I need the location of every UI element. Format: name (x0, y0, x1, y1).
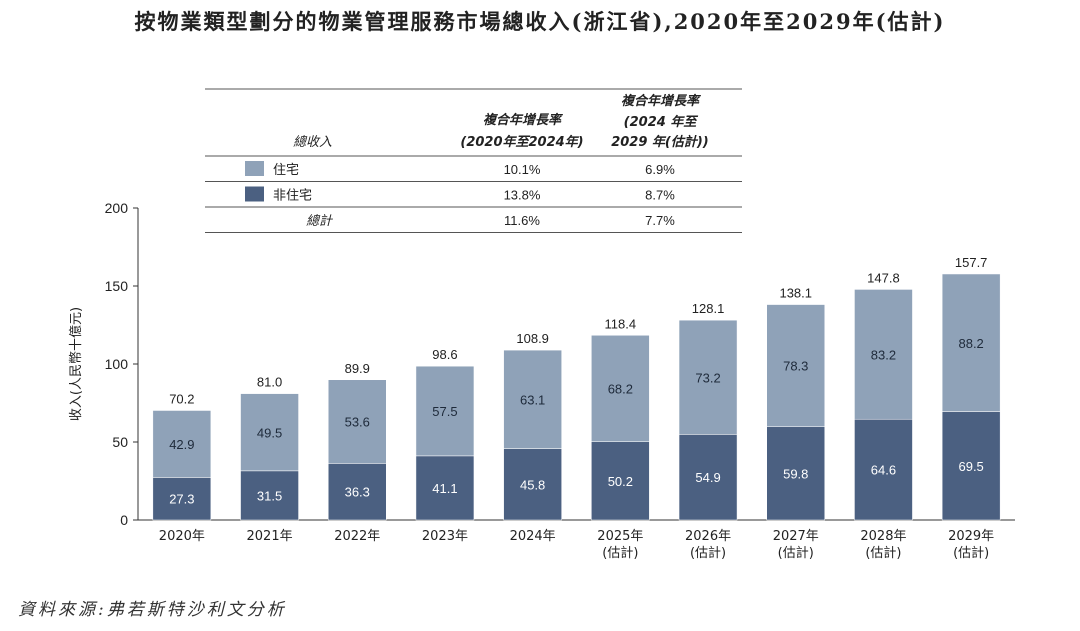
bar-total-label: 108.9 (516, 331, 549, 346)
table-header-total-revenue: 總收入 (293, 135, 332, 150)
bar-value-label-residential: 78.3 (783, 359, 808, 374)
bar-value-label-residential: 63.1 (520, 392, 545, 407)
bar-value-label-non_residential: 69.5 (958, 459, 983, 474)
y-tick-label: 0 (120, 512, 128, 528)
legend-row-residential-label: 住宅 (273, 163, 299, 178)
x-tick-label: (估計) (690, 545, 726, 561)
bar-residential (678, 319, 738, 435)
bar-value-label-non_residential: 59.8 (783, 466, 808, 481)
bar-value-label-non_residential: 50.2 (608, 474, 633, 489)
x-tick-label: 2028年 (860, 529, 906, 544)
x-tick-label: 2022年 (334, 529, 380, 544)
bar-value-label-non_residential: 27.3 (169, 492, 194, 507)
bar-total-label: 81.0 (257, 375, 282, 390)
table-header-cagr-2024-2029: 2029 年(估計)) (611, 134, 709, 150)
bar-residential (854, 289, 913, 420)
y-tick-label: 50 (112, 434, 128, 450)
legend-swatch-residential (245, 161, 264, 176)
bar-non_residential (503, 448, 562, 521)
bar-total-label: 70.2 (169, 391, 194, 406)
y-tick-label: 200 (105, 200, 129, 216)
bar-total-label: 157.7 (955, 255, 988, 270)
bar-value-label-non_residential: 64.6 (871, 463, 896, 478)
legend-row-residential-cagr-2020-2024: 10.1% (504, 162, 541, 177)
x-tick-label: 2026年 (685, 529, 731, 544)
bar-value-label-residential: 73.2 (695, 370, 720, 385)
bar-residential (766, 304, 825, 427)
bar-non_residential (854, 418, 913, 521)
x-tick-label: 2020年 (159, 529, 205, 544)
legend-row-non_residential-cagr-2020-2024: 13.8% (504, 188, 541, 203)
bar-non_residential (415, 455, 475, 521)
x-tick-label: (估計) (865, 545, 901, 561)
bar-value-label-non_residential: 36.3 (345, 485, 370, 500)
bar-total-label: 128.1 (692, 301, 725, 316)
legend-row-residential-cagr-2024-2029: 6.9% (645, 162, 675, 177)
bar-residential (415, 365, 475, 457)
legend-row-total-label: 總計 (306, 214, 334, 229)
bar-non_residential (240, 470, 299, 521)
bar-value-label-non_residential: 31.5 (257, 488, 282, 503)
table-header-cagr-2020-2024: 複合年增長率 (483, 112, 564, 128)
bar-total-label: 98.6 (432, 347, 457, 362)
bar-value-label-residential: 88.2 (958, 336, 983, 351)
y-tick-label: 100 (105, 356, 129, 372)
bar-residential (941, 273, 1001, 412)
x-tick-label: 2029年 (948, 529, 994, 544)
x-tick-label: 2021年 (247, 529, 293, 544)
bar-non_residential (941, 411, 1001, 521)
y-tick-label: 150 (105, 278, 129, 294)
legend-row-non_residential-cagr-2024-2029: 8.7% (645, 188, 675, 203)
bar-total-label: 138.1 (779, 286, 812, 301)
y-axis-title: 收入(人民幣十億元) (68, 307, 84, 421)
bar-value-label-non_residential: 41.1 (432, 481, 457, 496)
bar-total-label: 147.8 (867, 270, 900, 285)
bar-non_residential (328, 463, 387, 521)
x-tick-label: 2025年 (597, 529, 643, 544)
bar-value-label-residential: 42.9 (169, 437, 194, 452)
bar-non_residential (678, 434, 738, 521)
source-note: 資料來源:弗若斯特沙利文分析 (18, 600, 287, 620)
bar-residential (591, 335, 650, 442)
legend-row-non_residential-label: 非住宅 (273, 189, 312, 204)
bar-value-label-residential: 83.2 (871, 347, 896, 362)
x-tick-label: 2023年 (422, 529, 468, 544)
bar-value-label-residential: 68.2 (608, 381, 633, 396)
legend-row-total-cagr-2024-2029: 7.7% (645, 213, 675, 228)
legend-row-total-cagr-2020-2024: 11.6% (504, 213, 540, 228)
bar-residential (152, 410, 212, 478)
x-tick-label: (估計) (953, 545, 989, 561)
chart-title: 按物業類型劃分的物業管理服務市場總收入(浙江省),2020年至2029年(估計) (134, 9, 946, 34)
bar-value-label-non_residential: 54.9 (695, 470, 720, 485)
x-tick-label: (估計) (602, 545, 638, 561)
bar-total-label: 118.4 (605, 316, 637, 331)
x-tick-label: 2024年 (510, 529, 556, 544)
table-header-cagr-2024-2029: (2024 年至 (624, 114, 699, 130)
bar-value-label-residential: 49.5 (257, 425, 282, 440)
table-header-cagr-2024-2029: 複合年增長率 (621, 93, 702, 109)
x-tick-label: (估計) (778, 545, 814, 561)
table-header-cagr-2020-2024: (2020年至2024年) (460, 134, 583, 150)
bar-non_residential (591, 441, 650, 521)
bar-residential (328, 379, 387, 464)
bar-value-label-non_residential: 45.8 (520, 477, 545, 492)
x-tick-label: 2027年 (773, 529, 819, 544)
bar-total-label: 89.9 (345, 361, 370, 376)
bar-value-label-residential: 57.5 (432, 404, 457, 419)
legend-swatch-non_residential (245, 186, 264, 202)
bar-value-label-residential: 53.6 (345, 415, 370, 430)
bar-residential (240, 393, 299, 472)
bar-residential (503, 349, 562, 449)
